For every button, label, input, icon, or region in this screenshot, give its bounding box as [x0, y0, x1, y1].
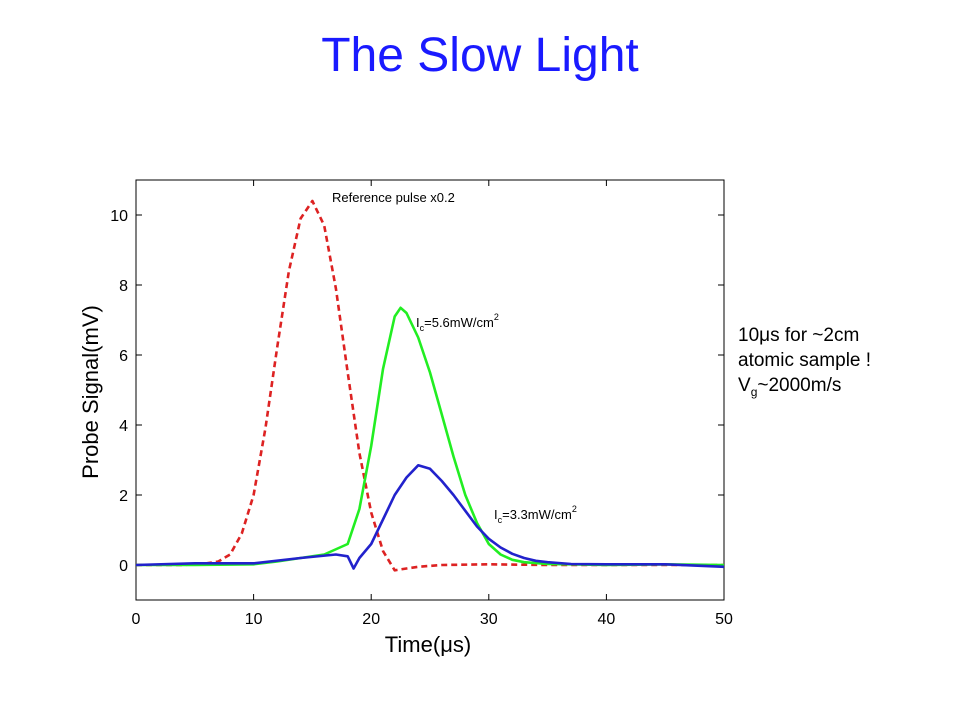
note-line-1: 10μs for ~2cm [738, 325, 860, 346]
x-tick-label: 10 [245, 611, 263, 628]
x-tick-label: 0 [132, 611, 141, 628]
series-lines [135, 199, 725, 572]
x-tick-label: 40 [598, 611, 616, 628]
x-tick-label: 20 [362, 611, 380, 628]
y-tick-label: 0 [119, 558, 128, 575]
axes: 0 10 20 30 40 50 0 2 4 6 8 10 [110, 179, 733, 628]
annotations: Reference pulse x0.2 Ic=5.6mW/cm2 Ic=3.3… [332, 190, 577, 525]
x-tick-label: 30 [480, 611, 498, 628]
y-tick-label: 4 [119, 418, 128, 435]
x-axis-label: Time(μs) [385, 632, 471, 657]
slide-title: The Slow Light [321, 29, 639, 82]
reference-pulse-label: Reference pulse x0.2 [332, 190, 455, 205]
plot-frame [135, 179, 725, 601]
y-axis-label: Probe Signal(mV) [78, 305, 103, 479]
series-line-0 [136, 199, 724, 572]
green-series-label: Ic=5.6mW/cm2 [416, 312, 499, 333]
series-line-2 [135, 464, 725, 570]
side-note: 10μs for ~2cm atomic sample ! Vg~2000m/s [738, 323, 871, 405]
blue-series-label: Ic=3.3mW/cm2 [494, 504, 577, 525]
note-line-2: atomic sample ! [738, 350, 872, 371]
x-tick-label: 50 [715, 611, 733, 628]
y-tick-label: 8 [119, 278, 128, 295]
y-tick-label: 10 [110, 208, 128, 225]
y-tick-label: 6 [119, 348, 128, 365]
note-line-3: Vg~2000m/s [738, 375, 842, 399]
series-line-1 [136, 306, 725, 567]
y-tick-label: 2 [119, 488, 128, 505]
